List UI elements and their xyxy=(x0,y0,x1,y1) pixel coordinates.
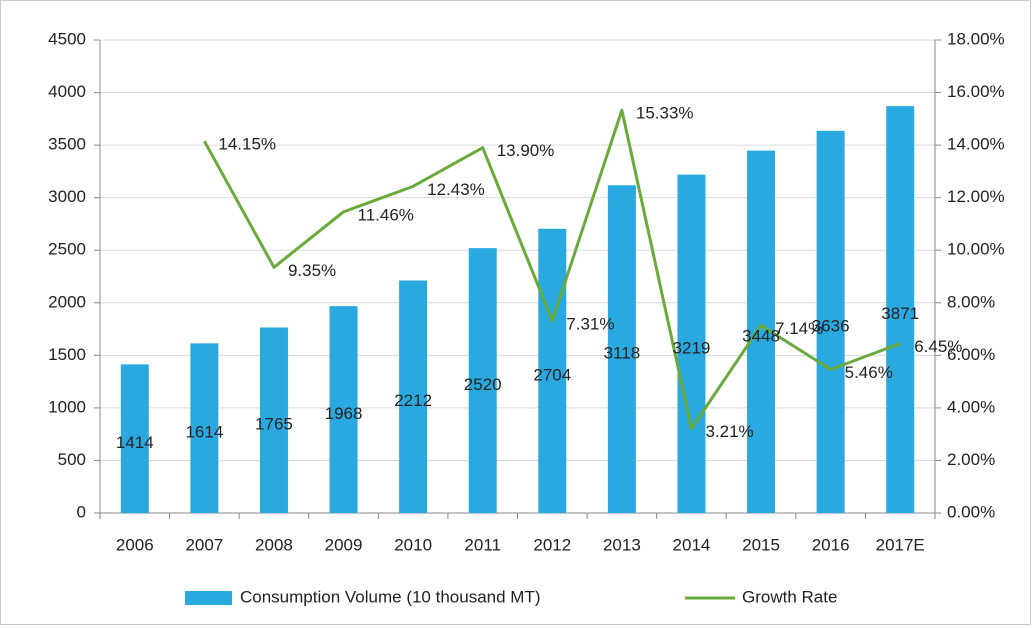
data-label: 13.90% xyxy=(497,141,555,160)
data-label: 9.35% xyxy=(288,261,336,280)
y2-tick-label: 8.00% xyxy=(947,292,995,311)
bar xyxy=(607,185,636,513)
y2-tick-label: 0.00% xyxy=(947,502,995,521)
x-tick-label: 2011 xyxy=(464,535,501,554)
x-tick-label: 2007 xyxy=(185,535,223,554)
y2-tick-label: 10.00% xyxy=(947,240,1005,259)
data-label: 7.31% xyxy=(566,314,614,333)
y2-tick-label: 6.00% xyxy=(947,345,995,364)
x-tick-label: 2015 xyxy=(742,535,780,554)
data-label: 3871 xyxy=(881,304,919,323)
bar xyxy=(329,306,358,513)
data-label: 3636 xyxy=(812,316,850,335)
y-tick-label: 4500 xyxy=(48,29,86,48)
data-label: 3.21% xyxy=(705,422,753,441)
y-tick-label: 500 xyxy=(58,450,86,469)
bar xyxy=(190,343,219,513)
x-tick-label: 2014 xyxy=(673,535,711,554)
y-tick-label: 1500 xyxy=(48,345,86,364)
y-tick-label: 3000 xyxy=(48,187,86,206)
bar xyxy=(538,228,567,514)
y-tick-label: 0 xyxy=(77,502,86,521)
bar xyxy=(886,106,915,513)
y2-tick-label: 12.00% xyxy=(947,187,1005,206)
bar xyxy=(399,280,428,513)
data-label: 3219 xyxy=(673,338,711,357)
data-label: 12.43% xyxy=(427,180,485,199)
data-label: 1765 xyxy=(255,415,293,434)
data-label: 3118 xyxy=(604,344,641,363)
data-label: 1614 xyxy=(185,423,223,442)
legend-swatch xyxy=(185,591,232,605)
y-tick-label: 3500 xyxy=(48,135,86,154)
y-tick-label: 1000 xyxy=(48,397,86,416)
growth-line xyxy=(203,108,901,431)
y2-tick-label: 18.00% xyxy=(947,29,1005,48)
bar xyxy=(259,327,288,513)
bar xyxy=(677,174,706,513)
data-label: 2520 xyxy=(464,375,502,394)
x-tick-label: 2017E xyxy=(876,535,925,554)
bar xyxy=(468,248,497,513)
x-tick-label: 2016 xyxy=(812,535,850,554)
y2-tick-label: 14.00% xyxy=(947,135,1005,154)
x-tick-label: 2012 xyxy=(533,535,571,554)
data-label: 1968 xyxy=(325,404,363,423)
x-tick-label: 2013 xyxy=(603,535,641,554)
data-label: 11.46% xyxy=(358,205,414,224)
y2-tick-label: 4.00% xyxy=(947,397,995,416)
data-label: 6.45% xyxy=(914,337,962,356)
data-label: 1414 xyxy=(116,433,154,452)
y-tick-label: 2500 xyxy=(48,240,86,259)
data-label: 15.33% xyxy=(636,104,694,123)
y2-tick-label: 16.00% xyxy=(947,82,1005,101)
legend-label: Consumption Volume (10 thousand MT) xyxy=(240,587,541,606)
x-tick-label: 2006 xyxy=(116,535,154,554)
x-tick-label: 2008 xyxy=(255,535,293,554)
data-label: 2704 xyxy=(533,365,571,384)
y-tick-label: 4000 xyxy=(48,82,86,101)
data-label: 14.15% xyxy=(218,135,276,154)
x-tick-label: 2009 xyxy=(325,535,363,554)
data-label: 3448 xyxy=(742,326,780,345)
bar xyxy=(816,130,845,514)
legend-label: Growth Rate xyxy=(742,587,837,606)
y2-tick-label: 2.00% xyxy=(947,450,995,469)
data-label: 2212 xyxy=(394,391,432,410)
y-tick-label: 2000 xyxy=(48,292,86,311)
data-label: 7.14% xyxy=(775,319,823,338)
bar xyxy=(120,364,149,513)
data-label: 5.46% xyxy=(845,363,893,382)
x-tick-label: 2010 xyxy=(394,535,432,554)
